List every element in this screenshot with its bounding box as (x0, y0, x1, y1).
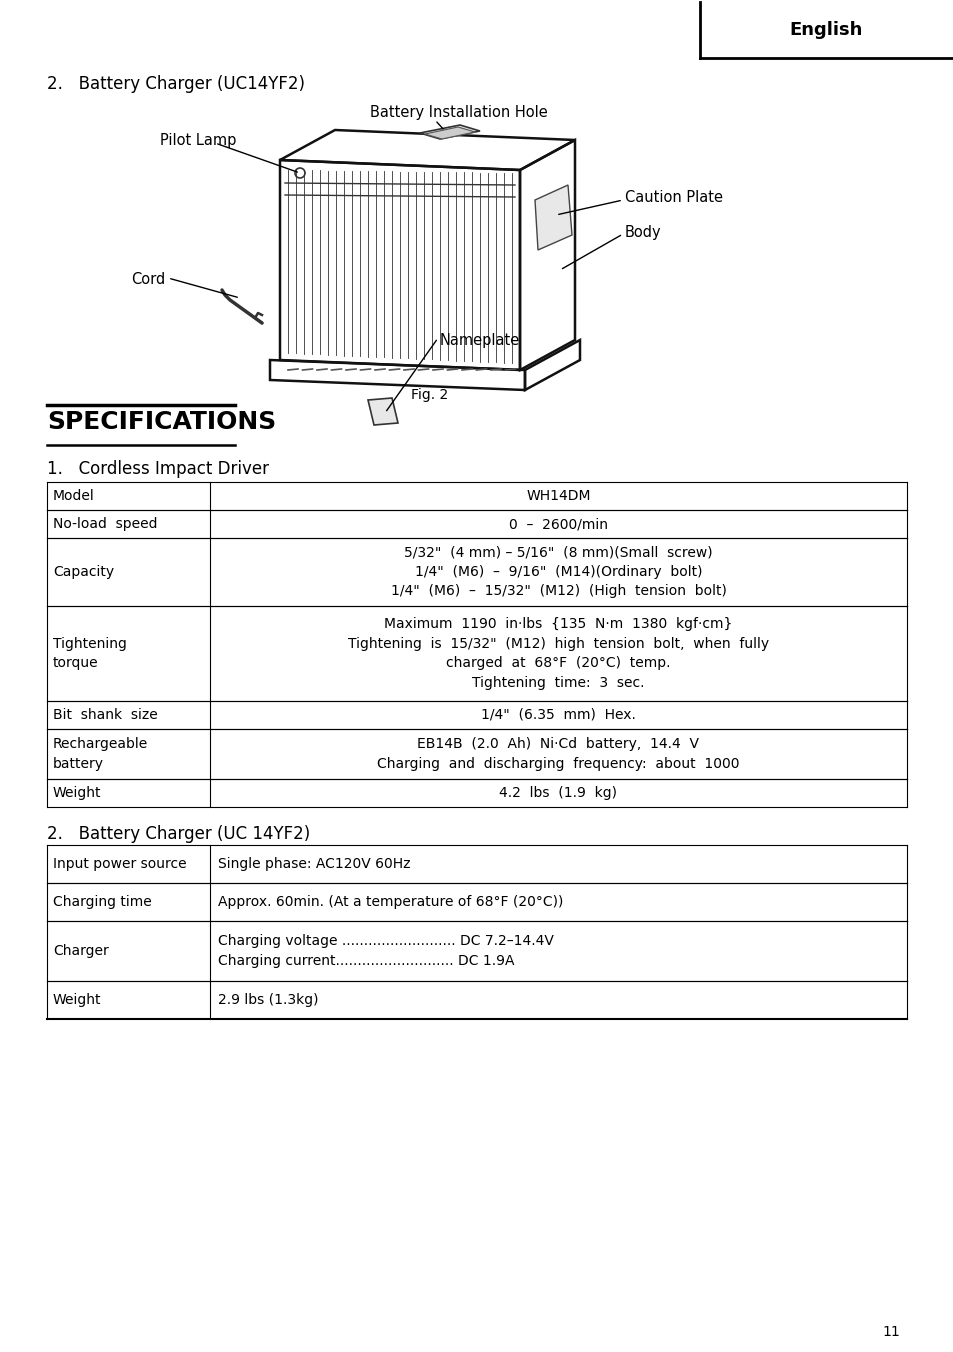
Polygon shape (535, 185, 572, 250)
Text: 0  –  2600/min: 0 – 2600/min (509, 516, 607, 531)
Text: Charging time: Charging time (53, 895, 152, 909)
Text: Weight: Weight (53, 786, 101, 800)
Text: 5/32"  (4 mm) – 5/16"  (8 mm)(Small  screw)
1/4"  (M6)  –  9/16"  (M14)(Ordinary: 5/32" (4 mm) – 5/16" (8 mm)(Small screw)… (390, 545, 725, 599)
Text: Weight: Weight (53, 992, 101, 1007)
Text: 2.9 lbs (1.3kg): 2.9 lbs (1.3kg) (218, 992, 318, 1007)
Text: Rechargeable
battery: Rechargeable battery (53, 737, 148, 771)
Text: Battery Installation Hole: Battery Installation Hole (370, 104, 547, 119)
Text: EB14B  (2.0  Ah)  Ni·Cd  battery,  14.4  V
Charging  and  discharging  frequency: EB14B (2.0 Ah) Ni·Cd battery, 14.4 V Cha… (376, 737, 739, 771)
Polygon shape (419, 124, 479, 139)
Text: Approx. 60min. (At a temperature of 68°F (20°C)): Approx. 60min. (At a temperature of 68°F… (218, 895, 563, 909)
Text: Input power source: Input power source (53, 857, 187, 871)
Text: No-load  speed: No-load speed (53, 516, 157, 531)
Text: 11: 11 (882, 1325, 899, 1338)
Text: Charger: Charger (53, 944, 109, 959)
Text: Body: Body (624, 224, 661, 239)
Text: English: English (788, 22, 862, 39)
Text: 1/4"  (6.35  mm)  Hex.: 1/4" (6.35 mm) Hex. (480, 708, 636, 722)
Text: Fig. 2: Fig. 2 (411, 388, 448, 402)
Polygon shape (368, 397, 397, 425)
Text: 2.   Battery Charger (UC 14YF2): 2. Battery Charger (UC 14YF2) (47, 825, 310, 844)
Text: Model: Model (53, 489, 94, 503)
Text: SPECIFICATIONS: SPECIFICATIONS (47, 410, 276, 434)
Text: Bit  shank  size: Bit shank size (53, 708, 157, 722)
Text: Capacity: Capacity (53, 565, 114, 579)
Text: Charging voltage .......................... DC 7.2–14.4V
Charging current.......: Charging voltage .......................… (218, 934, 554, 968)
Polygon shape (424, 127, 475, 139)
Text: 4.2  lbs  (1.9  kg): 4.2 lbs (1.9 kg) (499, 786, 617, 800)
Text: 2.   Battery Charger (UC14YF2): 2. Battery Charger (UC14YF2) (47, 74, 305, 93)
Text: WH14DM: WH14DM (526, 489, 590, 503)
Text: Single phase: AC120V 60Hz: Single phase: AC120V 60Hz (218, 857, 410, 871)
Text: Nameplate: Nameplate (439, 333, 519, 347)
Text: Cord: Cord (131, 273, 165, 288)
Text: Caution Plate: Caution Plate (624, 191, 722, 206)
Text: 1.   Cordless Impact Driver: 1. Cordless Impact Driver (47, 460, 269, 479)
Text: Maximum  1190  in·lbs  {135  N·m  1380  kgf·cm}
Tightening  is  15/32"  (M12)  h: Maximum 1190 in·lbs {135 N·m 1380 kgf·cm… (348, 618, 768, 690)
Text: Tightening
torque: Tightening torque (53, 637, 127, 671)
Text: Pilot Lamp: Pilot Lamp (160, 132, 236, 147)
